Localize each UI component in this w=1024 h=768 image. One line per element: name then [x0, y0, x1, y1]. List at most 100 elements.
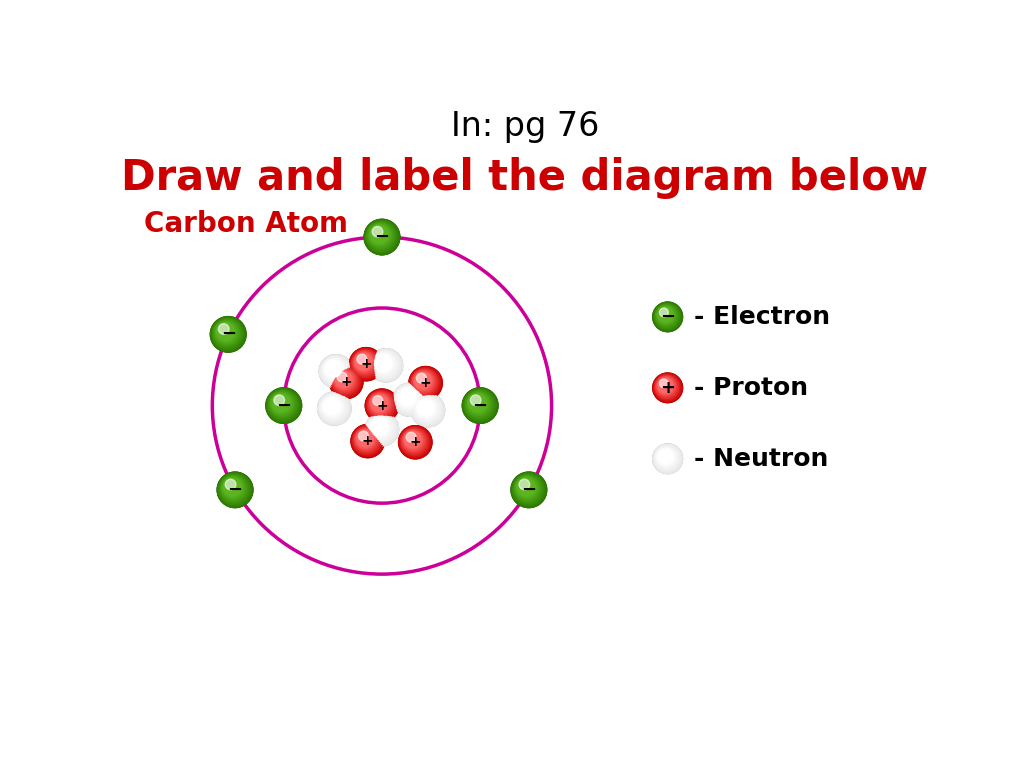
Ellipse shape: [654, 303, 680, 329]
Ellipse shape: [377, 356, 387, 366]
Ellipse shape: [217, 472, 253, 508]
Ellipse shape: [410, 367, 440, 398]
Ellipse shape: [462, 388, 498, 423]
Ellipse shape: [403, 431, 423, 449]
Ellipse shape: [321, 395, 346, 421]
Ellipse shape: [371, 418, 389, 436]
Text: −: −: [521, 481, 537, 499]
Ellipse shape: [511, 472, 547, 508]
Ellipse shape: [333, 369, 356, 392]
Ellipse shape: [370, 224, 390, 245]
Ellipse shape: [413, 396, 441, 424]
Ellipse shape: [222, 478, 243, 498]
Ellipse shape: [513, 474, 544, 505]
Ellipse shape: [466, 392, 492, 417]
Ellipse shape: [515, 477, 539, 499]
Ellipse shape: [414, 396, 440, 422]
Ellipse shape: [218, 323, 229, 334]
Ellipse shape: [270, 392, 293, 415]
Ellipse shape: [267, 389, 300, 422]
Ellipse shape: [653, 303, 681, 330]
Ellipse shape: [271, 393, 292, 413]
Ellipse shape: [415, 397, 438, 421]
Ellipse shape: [331, 367, 359, 396]
Ellipse shape: [330, 366, 362, 399]
Ellipse shape: [266, 388, 302, 423]
Ellipse shape: [352, 425, 383, 456]
Text: Draw and label the diagram below: Draw and label the diagram below: [121, 157, 929, 199]
Ellipse shape: [658, 449, 673, 464]
Ellipse shape: [402, 429, 426, 452]
Ellipse shape: [367, 390, 397, 421]
Ellipse shape: [417, 399, 435, 418]
Ellipse shape: [654, 445, 680, 471]
Ellipse shape: [218, 473, 251, 506]
Ellipse shape: [322, 357, 348, 383]
Ellipse shape: [367, 222, 395, 250]
Ellipse shape: [321, 356, 351, 386]
Ellipse shape: [274, 395, 285, 406]
Ellipse shape: [317, 392, 351, 425]
Ellipse shape: [213, 319, 241, 347]
Ellipse shape: [366, 412, 398, 445]
Text: In: pg 76: In: pg 76: [451, 110, 599, 143]
Text: - Electron: - Electron: [694, 305, 830, 329]
Ellipse shape: [268, 390, 297, 419]
Ellipse shape: [327, 362, 337, 371]
Ellipse shape: [352, 350, 378, 376]
Ellipse shape: [350, 349, 381, 379]
Ellipse shape: [217, 323, 234, 340]
Ellipse shape: [412, 394, 444, 427]
Ellipse shape: [356, 429, 375, 449]
Ellipse shape: [657, 449, 674, 465]
Ellipse shape: [221, 476, 245, 499]
Ellipse shape: [349, 348, 383, 381]
Ellipse shape: [416, 398, 437, 419]
Ellipse shape: [351, 349, 380, 378]
Ellipse shape: [652, 302, 683, 332]
Ellipse shape: [357, 354, 367, 364]
Ellipse shape: [415, 372, 431, 389]
Ellipse shape: [366, 221, 396, 251]
Ellipse shape: [657, 306, 674, 323]
Ellipse shape: [220, 475, 248, 502]
Ellipse shape: [219, 474, 250, 505]
Ellipse shape: [323, 397, 342, 415]
Ellipse shape: [336, 371, 352, 388]
Ellipse shape: [369, 392, 392, 416]
Ellipse shape: [319, 355, 352, 388]
Ellipse shape: [412, 394, 444, 427]
Ellipse shape: [653, 374, 681, 401]
Ellipse shape: [652, 373, 683, 402]
Ellipse shape: [467, 392, 489, 415]
Ellipse shape: [211, 317, 245, 350]
Ellipse shape: [210, 316, 246, 352]
Ellipse shape: [519, 479, 529, 490]
Text: +: +: [660, 379, 675, 397]
Ellipse shape: [653, 445, 681, 472]
Ellipse shape: [655, 376, 678, 399]
Ellipse shape: [324, 398, 340, 414]
Ellipse shape: [462, 388, 498, 423]
Ellipse shape: [330, 366, 362, 399]
Ellipse shape: [332, 368, 358, 394]
Ellipse shape: [353, 352, 375, 373]
Ellipse shape: [516, 478, 537, 498]
Ellipse shape: [375, 355, 392, 371]
Ellipse shape: [393, 383, 426, 416]
Text: −: −: [276, 396, 291, 415]
Ellipse shape: [414, 372, 433, 390]
Ellipse shape: [369, 223, 391, 247]
Ellipse shape: [371, 350, 399, 379]
Ellipse shape: [409, 366, 442, 399]
Ellipse shape: [374, 354, 393, 372]
Ellipse shape: [404, 432, 421, 448]
Ellipse shape: [369, 416, 392, 439]
Ellipse shape: [334, 369, 355, 391]
Ellipse shape: [351, 425, 384, 458]
Ellipse shape: [349, 348, 383, 381]
Ellipse shape: [321, 396, 345, 419]
Ellipse shape: [225, 479, 236, 490]
Ellipse shape: [412, 369, 437, 395]
Text: - Proton: - Proton: [694, 376, 809, 400]
